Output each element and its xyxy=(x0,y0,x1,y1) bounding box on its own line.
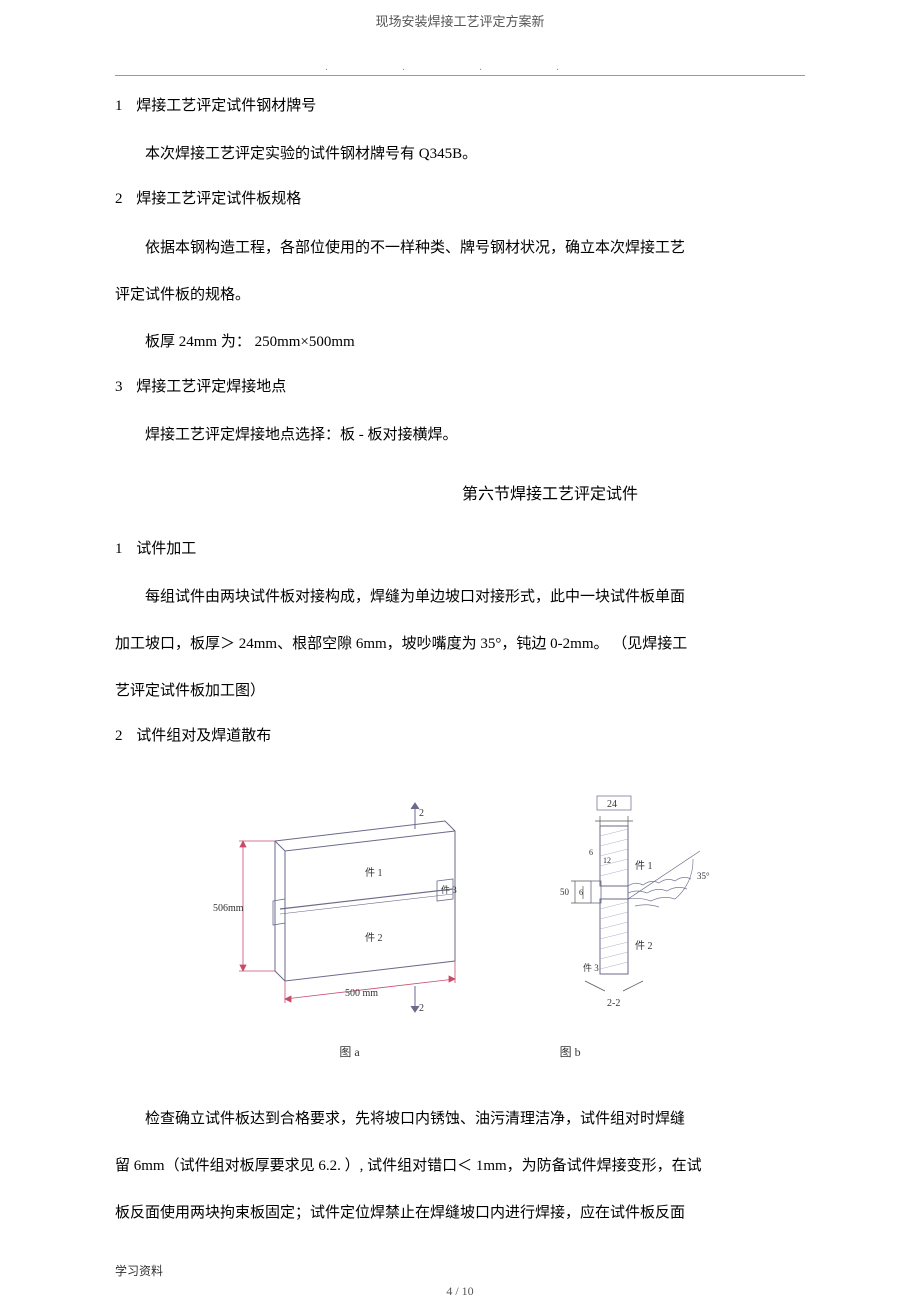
s2-p1: 依据本钢构造工程，各部位使用的不一样种类、牌号钢材状况，确立本次焊接工艺 xyxy=(115,232,805,265)
figA-dim-h: 506mm xyxy=(213,903,244,914)
figA-lbl-p1: 件 1 xyxy=(365,867,383,879)
header-rule xyxy=(115,75,805,76)
heading-4-text: 试件加工 xyxy=(136,541,196,557)
header-dots: . . . . xyxy=(115,58,805,72)
heading-4-num: 1 xyxy=(115,541,123,557)
heading-4: 1 试件加工 xyxy=(115,535,805,564)
figB-dim-6: 6 xyxy=(589,848,593,857)
document-header: 现场安装焊接工艺评定方案新 xyxy=(115,10,805,35)
s6-p1: 检查确立试件板达到合格要求，先将坡口内锈蚀、油污清理洁净，试件组对时焊缝 xyxy=(115,1103,805,1136)
s3-p1: 焊接工艺评定焊接地点选择：板 - 板对接横焊。 xyxy=(115,419,805,452)
figB-dim-6b: 6 xyxy=(579,888,583,897)
figA-sec-top: 2 xyxy=(419,808,424,819)
heading-2: 2 焊接工艺评定试件板规格 xyxy=(115,185,805,214)
figA-caption: 图 a xyxy=(339,1041,359,1064)
heading-3-num: 3 xyxy=(115,379,123,395)
figA-lbl-p3: 件 3 xyxy=(441,884,457,895)
heading-1-num: 1 xyxy=(115,98,123,114)
figB-sec: 2-2 xyxy=(607,998,620,1009)
heading-1-text: 焊接工艺评定试件钢材牌号 xyxy=(136,98,316,114)
s2-p2: 评定试件板的规格。 xyxy=(115,279,805,312)
figA-dim-w: 500 mm xyxy=(345,988,378,999)
heading-5-num: 2 xyxy=(115,728,123,744)
heading-3-text: 焊接工艺评定焊接地点 xyxy=(136,379,286,395)
figB-dim-24: 24 xyxy=(607,799,617,810)
heading-2-text: 焊接工艺评定试件板规格 xyxy=(136,191,301,207)
figure-a: 506mm 500 mm 件 1 件 2 件 3 2 2 xyxy=(185,781,485,1031)
heading-3: 3 焊接工艺评定焊接地点 xyxy=(115,373,805,402)
section-6-title: 第六节焊接工艺评定试件 xyxy=(115,480,805,510)
figB-dim-12: 12 xyxy=(603,856,611,865)
heading-2-num: 2 xyxy=(115,191,123,207)
heading-1: 1 焊接工艺评定试件钢材牌号 xyxy=(115,92,805,121)
s1-p1: 本次焊接工艺评定实验的试件钢材牌号有 Q345B。 xyxy=(115,138,805,171)
figB-caption: 图 b xyxy=(560,1041,581,1064)
s4-p2: 加工坡口，板厚＞ 24mm、根部空隙 6mm，坡吵嘴度为 35°，钝边 0-2m… xyxy=(115,628,805,661)
figB-lbl-p3: 件 3 xyxy=(583,962,599,973)
s6-p3: 板反面使用两块拘束板固定；试件定位焊禁止在焊缝坡口内进行焊接，应在试件板反面 xyxy=(115,1197,805,1230)
s4-p1: 每组试件由两块试件板对接构成，焊缝为单边坡口对接形式，此中一块试件板单面 xyxy=(115,581,805,614)
figB-dim-50: 50 xyxy=(560,887,570,897)
figB-angle: 35° xyxy=(697,871,710,881)
figure-b: 24 6 12 50 6 35° 件 1 件 2 件 3 2-2 xyxy=(535,781,735,1031)
figA-sec-bot: 2 xyxy=(419,1003,424,1014)
heading-5: 2 试件组对及焊道散布 xyxy=(115,722,805,751)
heading-5-text: 试件组对及焊道散布 xyxy=(136,728,271,744)
figure-area: 506mm 500 mm 件 1 件 2 件 3 2 2 xyxy=(115,781,805,1031)
s6-p2: 留 6mm（试件组对板厚要求见 6.2. ）, 试件组对错口＜ 1mm，为防备试… xyxy=(115,1150,805,1183)
figB-lbl-p1: 件 1 xyxy=(635,860,653,872)
figA-lbl-p2: 件 2 xyxy=(365,932,383,944)
figB-lbl-p2: 件 2 xyxy=(635,940,653,952)
page-number: 4 / 10 xyxy=(0,1280,920,1303)
s4-p3: 艺评定试件板加工图） xyxy=(115,675,805,708)
s2-p3: 板厚 24mm 为： 250mm×500mm xyxy=(115,326,805,359)
